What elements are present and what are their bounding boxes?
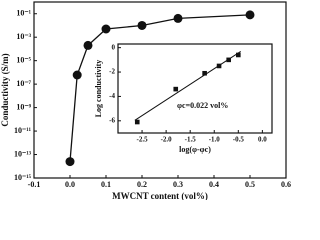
inset-background	[118, 44, 272, 133]
x-tick-label: -2.0	[161, 136, 173, 144]
x-axis-label: MWCNT content (vol%)	[112, 191, 208, 200]
y-tick-label: 10⁻³	[16, 32, 31, 41]
x-tick-label: 0.6	[281, 180, 291, 189]
data-point	[83, 40, 93, 50]
x-tick-label: 0.0	[65, 180, 75, 189]
y-tick-label: 10⁻⁹	[16, 102, 31, 111]
y-axis-label: Log conductivity	[94, 60, 103, 118]
x-axis-label: log(φ-φc)	[179, 145, 211, 154]
y-tick-label: 10⁻¹	[16, 9, 31, 18]
data-point	[72, 70, 82, 80]
x-tick-label: 0.3	[173, 180, 183, 189]
data-point	[216, 63, 222, 69]
y-tick-label: 10⁻⁵	[16, 55, 31, 64]
y-tick-label: -2	[109, 68, 115, 76]
data-point	[245, 10, 255, 20]
x-tick-label: 0.0	[258, 136, 267, 144]
y-tick-label: 10⁻¹¹	[14, 126, 32, 135]
plot-frame	[117, 43, 273, 134]
data-point	[137, 20, 147, 30]
data-point	[134, 119, 140, 125]
data-point	[226, 57, 231, 63]
y-tick-label: 10⁻¹³	[14, 149, 32, 158]
annotation: φc=0.022 vol%	[177, 101, 228, 110]
y-axis-label: Conductivity (S/m)	[0, 53, 10, 126]
x-tick-label: -0.5	[233, 136, 245, 144]
data-point	[65, 157, 75, 167]
data-point	[202, 70, 207, 76]
x-tick-label: 0.1	[101, 180, 111, 189]
x-tick-label: 0.2	[137, 180, 147, 189]
data-point	[101, 24, 111, 34]
x-tick-label: 0.4	[209, 180, 219, 189]
figure: -0.1 0.0 0.1 0.2 0.3 0.4 0.5 0.6 10⁻¹ 10⁻³ 10⁻⁵ 10⁻…	[0, 1, 291, 200]
data-point	[173, 86, 179, 92]
y-tick-label: 10⁻⁷	[16, 79, 31, 88]
x-tick-label: -1.0	[209, 136, 221, 144]
y-tick-label: 0	[112, 43, 116, 51]
fit-line	[134, 51, 241, 121]
y-tick-label: -4	[109, 92, 115, 100]
data-point	[173, 13, 183, 23]
x-tick-label: 0.5	[245, 180, 255, 189]
data-point	[236, 52, 241, 58]
y-tick-label: 10⁻¹⁵	[14, 173, 32, 182]
x-tick-label: -0.1	[28, 180, 41, 189]
x-tick-label: -2.5	[137, 136, 149, 144]
y-tick-label: -6	[109, 116, 115, 124]
x-tick-label: -1.5	[185, 136, 197, 144]
plot-frame	[33, 1, 287, 179]
